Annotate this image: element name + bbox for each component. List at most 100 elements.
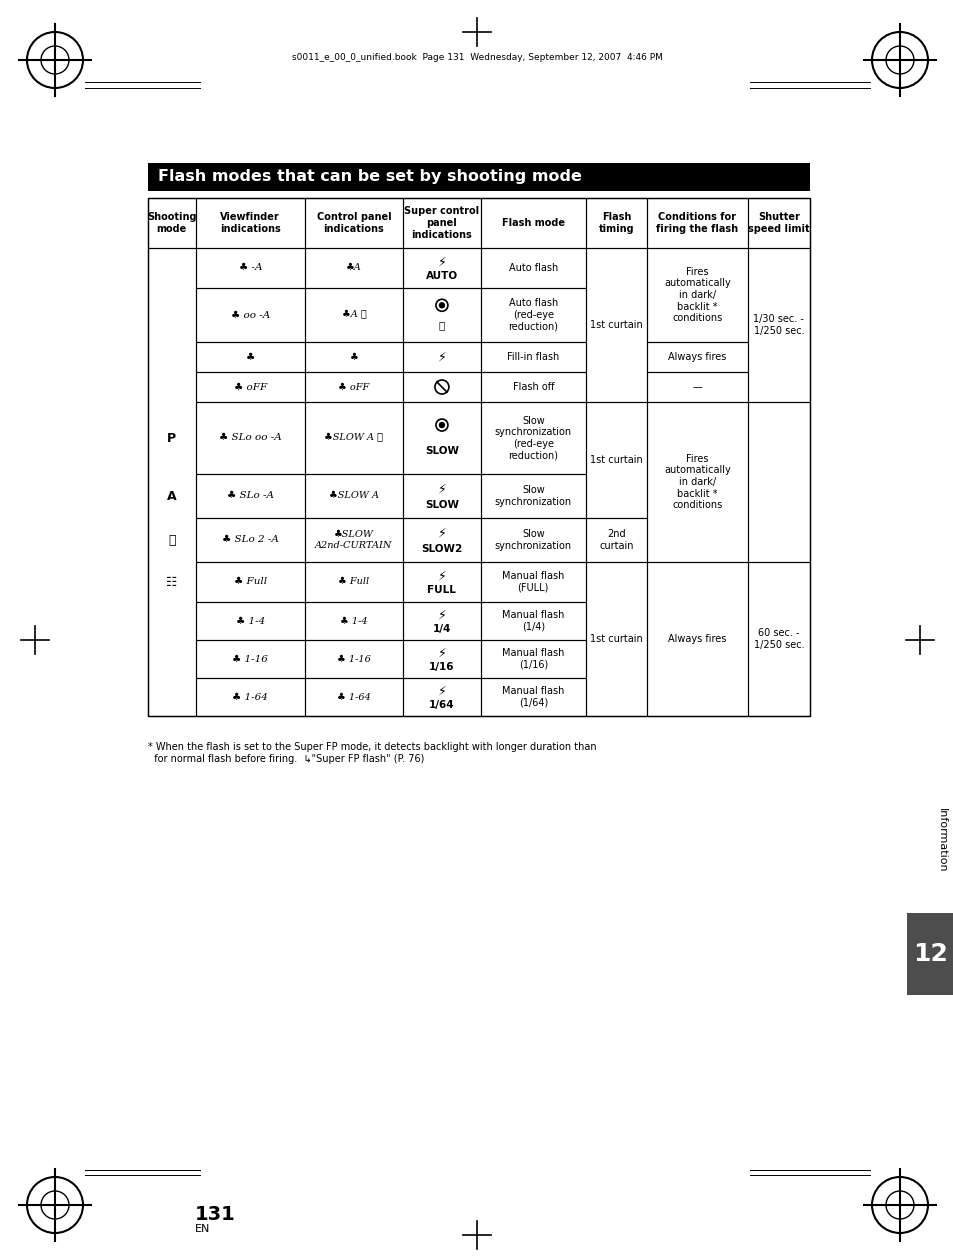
Text: Fires
automatically
in dark/
backlit *
conditions: Fires automatically in dark/ backlit * c… [663, 454, 730, 511]
Text: Auto flash
(red-eye
reduction): Auto flash (red-eye reduction) [508, 298, 558, 332]
Bar [148, 198, 195, 248]
Bar [402, 198, 480, 248]
Bar [195, 198, 305, 248]
Bar [402, 640, 480, 678]
Bar [480, 678, 585, 716]
Text: Slow
synchronization
(red-eye
reduction): Slow synchronization (red-eye reduction) [495, 415, 571, 460]
Bar [585, 403, 646, 518]
Text: Fires
automatically
in dark/
backlit *
conditions: Fires automatically in dark/ backlit * c… [663, 267, 730, 323]
Text: Always fires: Always fires [667, 352, 726, 362]
Text: 1/16: 1/16 [429, 662, 455, 672]
Text: 1/30 sec. -
1/250 sec.: 1/30 sec. - 1/250 sec. [753, 314, 803, 336]
Text: 1st curtain: 1st curtain [589, 634, 642, 644]
Bar [305, 372, 402, 403]
Text: Ⓜ: Ⓜ [168, 533, 175, 546]
Text: Information: Information [936, 808, 946, 872]
Bar [402, 518, 480, 562]
Bar [305, 474, 402, 518]
Text: Manual flash
(1/4): Manual flash (1/4) [501, 610, 564, 632]
Text: Manual flash
(FULL): Manual flash (FULL) [501, 571, 564, 593]
Text: 1/4: 1/4 [433, 624, 451, 634]
Bar [305, 518, 402, 562]
Bar [195, 518, 305, 562]
Text: ⚡: ⚡ [437, 483, 446, 496]
Bar [585, 518, 646, 562]
Bar [585, 198, 646, 248]
Bar [305, 562, 402, 603]
Bar [480, 372, 585, 403]
Bar [148, 248, 195, 716]
Bar [402, 248, 480, 288]
Bar [148, 198, 809, 716]
Bar [195, 562, 305, 603]
Text: Slow
synchronization: Slow synchronization [495, 486, 571, 507]
Bar [585, 562, 646, 716]
Text: SLOW: SLOW [424, 445, 458, 455]
Text: Manual flash
(1/16): Manual flash (1/16) [501, 648, 564, 669]
Text: ♣SLOW A: ♣SLOW A [329, 492, 378, 501]
Text: EN: EN [194, 1224, 211, 1234]
Bar [402, 603, 480, 640]
Text: 131: 131 [194, 1205, 235, 1224]
Text: SLOW: SLOW [424, 499, 458, 509]
Circle shape [439, 423, 444, 428]
Text: ♣SLOW
A2nd-CURTAIN: ♣SLOW A2nd-CURTAIN [314, 531, 392, 550]
Bar [195, 474, 305, 518]
Bar [195, 678, 305, 716]
Text: Ⓡ: Ⓡ [438, 320, 445, 330]
Bar [402, 372, 480, 403]
Text: ♣ Full: ♣ Full [338, 577, 369, 586]
Text: ⚡: ⚡ [437, 609, 446, 621]
Text: Control panel
indications: Control panel indications [316, 213, 391, 234]
Text: 1st curtain: 1st curtain [589, 320, 642, 330]
Bar [305, 198, 402, 248]
Text: ♣SLOW A Ⓡ: ♣SLOW A Ⓡ [324, 434, 383, 443]
Text: Flash off: Flash off [512, 382, 554, 392]
Bar [195, 372, 305, 403]
Bar [195, 603, 305, 640]
Text: Flash mode: Flash mode [501, 218, 564, 228]
Bar [402, 562, 480, 603]
Text: ⚡: ⚡ [437, 570, 446, 582]
Bar [402, 678, 480, 716]
Text: ⚡: ⚡ [437, 255, 446, 268]
Text: ♣A Ⓡ: ♣A Ⓡ [341, 311, 366, 320]
Text: ♣ 1-16: ♣ 1-16 [336, 654, 371, 663]
Bar [480, 248, 585, 288]
Bar [646, 562, 747, 716]
Text: ♣ 1-4: ♣ 1-4 [235, 616, 265, 625]
Bar [747, 198, 809, 248]
Text: s0011_e_00_0_unified.book  Page 131  Wednesday, September 12, 2007  4:46 PM: s0011_e_00_0_unified.book Page 131 Wedne… [292, 54, 661, 63]
Text: 2nd
curtain: 2nd curtain [598, 530, 633, 551]
Text: 12: 12 [912, 942, 947, 966]
Bar [906, 913, 953, 995]
Text: Shutter
speed limit: Shutter speed limit [747, 213, 809, 234]
Text: ♣ 1-64: ♣ 1-64 [336, 692, 371, 702]
Bar [747, 248, 809, 403]
Bar [305, 248, 402, 288]
Text: 60 sec. -
1/250 sec.: 60 sec. - 1/250 sec. [753, 628, 803, 650]
Bar [148, 164, 809, 191]
Text: 1/64: 1/64 [429, 699, 455, 710]
Text: Flash modes that can be set by shooting mode: Flash modes that can be set by shooting … [158, 170, 581, 185]
Text: Always fires: Always fires [667, 634, 726, 644]
Text: ♣ 1-4: ♣ 1-4 [339, 616, 367, 625]
Bar [402, 403, 480, 474]
Bar [305, 288, 402, 342]
Bar [402, 474, 480, 518]
Text: ♣A: ♣A [346, 263, 361, 273]
Bar [480, 288, 585, 342]
Bar [585, 248, 646, 403]
Text: —: — [692, 382, 701, 392]
Bar [195, 640, 305, 678]
Text: ♣ 1-64: ♣ 1-64 [233, 692, 268, 702]
Text: ⚡: ⚡ [437, 647, 446, 659]
Bar [480, 198, 585, 248]
Text: ♣ SLo oo -A: ♣ SLo oo -A [218, 434, 281, 443]
Text: Auto flash: Auto flash [508, 263, 558, 273]
Bar [480, 562, 585, 603]
Text: ♣ Full: ♣ Full [233, 577, 267, 586]
Text: ♣ oo -A: ♣ oo -A [231, 311, 270, 320]
Text: ♣ oFF: ♣ oFF [338, 382, 369, 391]
Text: ♣ oFF: ♣ oFF [233, 382, 267, 391]
